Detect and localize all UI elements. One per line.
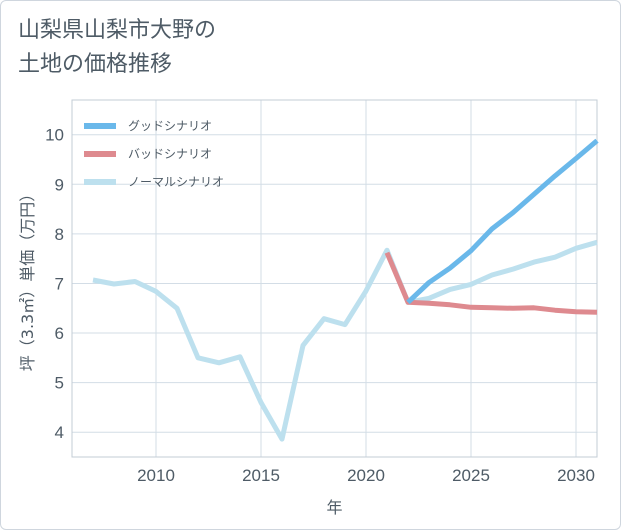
series-line-2	[92, 239, 598, 442]
plot-frame	[71, 99, 598, 458]
y-tick-label: 8	[55, 225, 64, 244]
x-tick-label: 2025	[452, 466, 490, 485]
series-lines	[92, 138, 599, 442]
y-tick-label: 10	[45, 126, 64, 145]
y-tick-label: 5	[55, 374, 64, 393]
x-axis-label: 年	[326, 498, 342, 517]
series-line-1	[384, 251, 598, 315]
y-tick-label: 9	[55, 175, 64, 194]
y-axis-label: 坪（3.3㎡）単価（万円）	[18, 186, 37, 371]
legend-label-0: グッドシナリオ	[128, 119, 212, 133]
x-tick-label: 2010	[137, 466, 175, 485]
chart-title-line1: 山梨県山梨市大野の	[18, 18, 217, 43]
chart-title: 山梨県山梨市大野の 土地の価格推移	[18, 14, 418, 82]
x-tick-label: 2015	[242, 466, 280, 485]
y-tick-label: 7	[55, 274, 64, 293]
x-tick-label: 2020	[347, 466, 385, 485]
x-axis-ticks: 2010 2015 2020 2025 2030	[137, 466, 595, 485]
plot-area-border	[71, 99, 598, 458]
legend-label-2: ノーマルシナリオ	[128, 175, 224, 189]
legend-label-1: バッドシナリオ	[128, 147, 212, 161]
grid	[72, 100, 597, 457]
y-tick-label: 6	[55, 324, 64, 343]
y-axis-ticks: 4 5 6 7 8 9 10	[45, 126, 64, 443]
x-tick-label: 2030	[557, 466, 595, 485]
chart-title-line2: 土地の価格推移	[18, 52, 173, 77]
series-line-0	[406, 138, 599, 305]
y-tick-label: 4	[55, 423, 64, 442]
